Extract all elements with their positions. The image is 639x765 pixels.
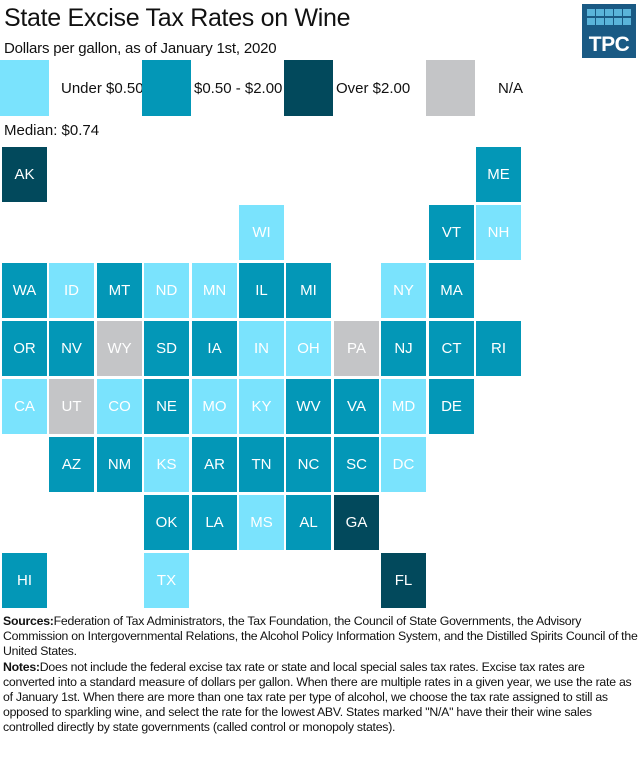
state-tile-wi: WI bbox=[239, 205, 284, 260]
sources-label: Sources: bbox=[3, 614, 54, 628]
footer-notes: Sources:Federation of Tax Administrators… bbox=[3, 614, 639, 736]
state-tile-mo: MO bbox=[192, 379, 237, 434]
state-tile-pa: PA bbox=[334, 321, 379, 376]
state-tile-co: CO bbox=[97, 379, 142, 434]
state-tile-wv: WV bbox=[286, 379, 331, 434]
logo-cell bbox=[614, 9, 622, 16]
state-tile-al: AL bbox=[286, 495, 331, 550]
state-tile-sd: SD bbox=[144, 321, 189, 376]
legend-label-low: Under $0.50 bbox=[61, 80, 144, 97]
state-tile-va: VA bbox=[334, 379, 379, 434]
state-tile-vt: VT bbox=[429, 205, 474, 260]
state-tile-tx: TX bbox=[144, 553, 189, 608]
state-tile-ma: MA bbox=[429, 263, 474, 318]
state-tile-ct: CT bbox=[429, 321, 474, 376]
state-tile-or: OR bbox=[2, 321, 47, 376]
state-tile-id: ID bbox=[49, 263, 94, 318]
notes-text: Does not include the federal excise tax … bbox=[3, 659, 632, 735]
median-label: Median: $0.74 bbox=[4, 122, 100, 139]
state-tile-ky: KY bbox=[239, 379, 284, 434]
state-tile-de: DE bbox=[429, 379, 474, 434]
state-tile-ar: AR bbox=[192, 437, 237, 492]
state-tile-dc: DC bbox=[381, 437, 426, 492]
state-tile-ak: AK bbox=[2, 147, 47, 202]
logo-text: TPC bbox=[588, 33, 630, 56]
logo-cell bbox=[605, 9, 613, 16]
state-tile-in: IN bbox=[239, 321, 284, 376]
state-tile-ok: OK bbox=[144, 495, 189, 550]
logo-cell bbox=[623, 18, 631, 25]
state-tile-oh: OH bbox=[286, 321, 331, 376]
chart-title: State Excise Tax Rates on Wine bbox=[4, 4, 351, 32]
state-tile-nh: NH bbox=[476, 205, 521, 260]
state-tile-ut: UT bbox=[49, 379, 94, 434]
state-tile-md: MD bbox=[381, 379, 426, 434]
legend-label-high: Over $2.00 bbox=[336, 80, 411, 97]
state-tile-sc: SC bbox=[334, 437, 379, 492]
state-tile-ga: GA bbox=[334, 495, 379, 550]
legend-label-na: N/A bbox=[498, 80, 524, 97]
state-tile-hi: HI bbox=[2, 553, 47, 608]
logo-cell bbox=[605, 18, 613, 25]
legend-swatch-high bbox=[284, 60, 333, 116]
state-tile-fl: FL bbox=[381, 553, 426, 608]
logo-cell bbox=[596, 18, 604, 25]
state-tile-ny: NY bbox=[381, 263, 426, 318]
logo-cell bbox=[587, 18, 595, 25]
state-tile-wa: WA bbox=[2, 263, 47, 318]
state-tile-az: AZ bbox=[49, 437, 94, 492]
tpc-logo-icon: TPC bbox=[582, 4, 636, 58]
state-tile-ms: MS bbox=[239, 495, 284, 550]
legend-swatch-low bbox=[0, 60, 49, 116]
state-tile-mn: MN bbox=[192, 263, 237, 318]
legend-swatch-mid bbox=[142, 60, 191, 116]
sources-text: Federation of Tax Administrators, the Ta… bbox=[3, 614, 638, 659]
state-tile-me: ME bbox=[476, 147, 521, 202]
state-tile-ca: CA bbox=[2, 379, 47, 434]
state-tile-nm: NM bbox=[97, 437, 142, 492]
state-tile-tn: TN bbox=[239, 437, 284, 492]
notes-label: Notes: bbox=[3, 659, 40, 674]
logo-cell bbox=[614, 18, 622, 25]
state-tile-wy: WY bbox=[97, 321, 142, 376]
state-tile-nd: ND bbox=[144, 263, 189, 318]
state-tile-la: LA bbox=[192, 495, 237, 550]
legend-label-mid: $0.50 - $2.00 bbox=[194, 80, 283, 97]
state-tile-ne: NE bbox=[144, 379, 189, 434]
state-tile-il: IL bbox=[239, 263, 284, 318]
state-tile-nv: NV bbox=[49, 321, 94, 376]
state-tile-mi: MI bbox=[286, 263, 331, 318]
logo-cell bbox=[596, 9, 604, 16]
state-tile-mt: MT bbox=[97, 263, 142, 318]
state-tile-nc: NC bbox=[286, 437, 331, 492]
logo-cell bbox=[587, 9, 595, 16]
legend-swatch-na bbox=[426, 60, 475, 116]
state-tile-ks: KS bbox=[144, 437, 189, 492]
logo-cell bbox=[623, 9, 631, 16]
state-tile-nj: NJ bbox=[381, 321, 426, 376]
state-tile-ia: IA bbox=[192, 321, 237, 376]
chart-subtitle: Dollars per gallon, as of January 1st, 2… bbox=[4, 40, 277, 57]
state-tile-ri: RI bbox=[476, 321, 521, 376]
